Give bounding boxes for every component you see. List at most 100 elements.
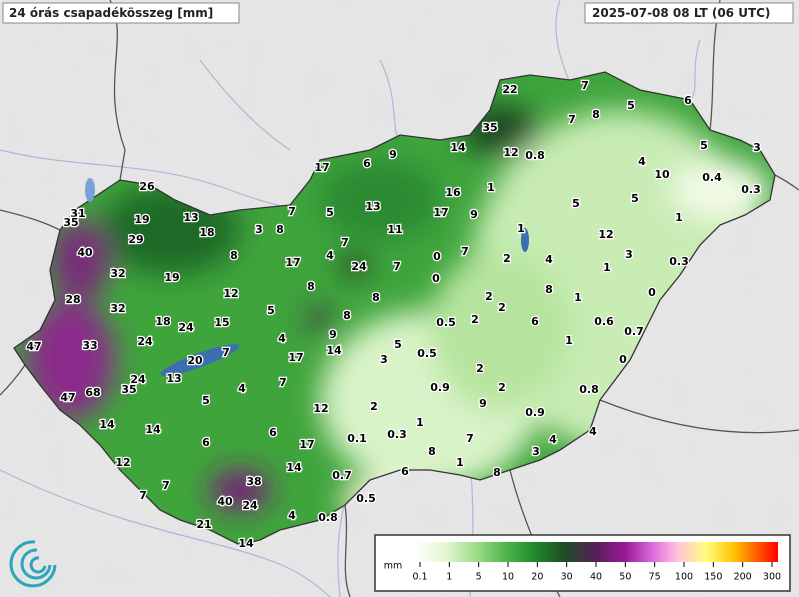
station-value: 5	[572, 197, 580, 210]
lake-balaton	[160, 344, 240, 376]
station-value: 1	[456, 456, 464, 469]
station-value: 7	[162, 479, 170, 492]
station-value: 35	[63, 216, 78, 229]
station-value: 13	[166, 372, 181, 385]
legend-ticks: 0.1 1 5 10 20 30 40 50 75 100 150 200 300	[412, 562, 781, 583]
station-value: 14	[286, 461, 302, 474]
station-value: 7	[393, 260, 401, 273]
station-value: 3	[753, 141, 761, 154]
station-value: 11	[387, 223, 402, 236]
station-value: 21	[196, 518, 211, 531]
station-value: 4	[278, 332, 286, 345]
station-value: 0.1	[347, 432, 367, 445]
station-value: 0.9	[525, 406, 545, 419]
station-value: 4	[288, 509, 296, 522]
station-value: 0.5	[417, 347, 437, 360]
legend-tick-label: 100	[675, 572, 693, 583]
legend-tick-label: 20	[531, 572, 543, 583]
station-value: 8	[343, 309, 351, 322]
station-value: 12	[598, 228, 613, 241]
station-value: 17	[288, 351, 303, 364]
station-value: 2	[498, 301, 506, 314]
station-value: 1	[603, 261, 611, 274]
timestamp: 2025-07-08 08 LT (06 UTC)	[592, 6, 770, 20]
station-value: 3	[255, 223, 263, 236]
station-value: 29	[128, 233, 143, 246]
station-value: 40	[77, 246, 93, 259]
station-value: 0.9	[430, 381, 450, 394]
station-value: 20	[187, 354, 203, 367]
station-value: 19	[134, 213, 149, 226]
station-value: 0.8	[579, 383, 599, 396]
station-value: 4	[545, 253, 553, 266]
station-value: 0.5	[356, 492, 376, 505]
station-value: 0	[432, 272, 440, 285]
station-value: 0.7	[332, 469, 352, 482]
legend-tick-label: 200	[734, 572, 752, 583]
station-value: 2	[370, 400, 378, 413]
station-value: 40	[217, 495, 233, 508]
station-value: 7	[139, 489, 147, 502]
station-value: 1	[487, 181, 495, 194]
legend-tick-label: 300	[763, 572, 781, 583]
station-value: 8	[372, 291, 380, 304]
station-value: 26	[139, 180, 155, 193]
station-value: 9	[479, 397, 487, 410]
title-box	[2, 2, 240, 24]
station-value: 32	[110, 267, 125, 280]
station-value: 1	[574, 291, 582, 304]
station-value: 4	[589, 425, 597, 438]
station-value: 2	[498, 381, 506, 394]
legend-tick-label: 1	[446, 572, 452, 583]
station-value: 0	[648, 286, 656, 299]
station-value: 6	[202, 436, 210, 449]
station-value: 0.8	[318, 511, 338, 524]
station-value: 12	[115, 456, 130, 469]
station-value: 3	[625, 248, 633, 261]
station-value: 0.8	[525, 149, 545, 162]
station-value: 9	[329, 328, 337, 341]
station-value: 19	[164, 271, 179, 284]
station-value: 7	[568, 113, 576, 126]
station-value: 8	[307, 280, 315, 293]
station-value: 3	[380, 353, 388, 366]
station-value: 2	[503, 252, 511, 265]
lake-tisza	[521, 228, 529, 252]
station-value: 5	[202, 394, 210, 407]
station-value: 2	[476, 362, 484, 375]
station-value: 18	[199, 226, 214, 239]
station-value: 5	[627, 99, 635, 112]
station-value: 0.3	[741, 183, 761, 196]
station-value: 28	[65, 293, 80, 306]
legend-tick-label: 0.1	[412, 572, 427, 583]
station-value: 7	[279, 376, 287, 389]
station-value: 47	[60, 391, 75, 404]
station-value: 1	[416, 416, 424, 429]
station-value: 33	[82, 339, 97, 352]
station-value: 2	[471, 313, 479, 326]
station-value: 6	[363, 157, 371, 170]
legend-tick-label: 75	[649, 572, 661, 583]
lake-neusiedl	[85, 178, 95, 202]
station-value: 2	[485, 290, 493, 303]
station-value: 22	[502, 83, 517, 96]
station-value: 31	[70, 207, 85, 220]
station-value: 15	[214, 316, 229, 329]
station-value: 16	[445, 186, 461, 199]
legend-tick-label: 40	[590, 572, 602, 583]
station-value: 24	[351, 260, 367, 273]
station-value: 6	[684, 94, 692, 107]
legend-tick-label: 30	[561, 572, 573, 583]
legend-tick-label: 5	[476, 572, 482, 583]
station-value: 8	[230, 249, 238, 262]
station-value: 14	[99, 418, 115, 431]
station-value: 14	[145, 423, 161, 436]
station-value: 17	[314, 161, 329, 174]
station-value: 0.6	[594, 315, 614, 328]
station-value: 35	[121, 383, 136, 396]
timestamp-box	[584, 2, 794, 24]
station-value: 18	[155, 315, 170, 328]
legend-tick-label: 150	[704, 572, 722, 583]
